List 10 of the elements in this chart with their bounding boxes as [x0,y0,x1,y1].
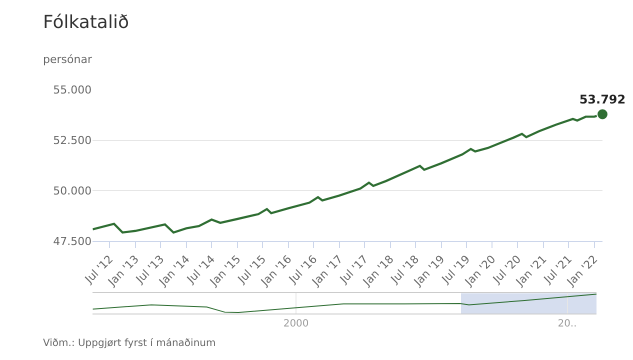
y-tick-label: 55.000 [53,84,92,97]
text: Viðm.: Uppgjørt fyrst í mánaðinum [43,338,216,349]
y-axis-title: persónar [43,53,92,66]
y-tick-label: 47.500 [53,235,92,248]
y-tick-label: 52.500 [53,134,92,148]
data-label: 53.792 [579,92,626,106]
chart-title: Fólkatalið [43,12,129,33]
y-tick-label: 50.000 [53,184,92,198]
x-tick-label: 2000 [283,318,309,330]
x-tick-label: 20.. [558,318,577,330]
